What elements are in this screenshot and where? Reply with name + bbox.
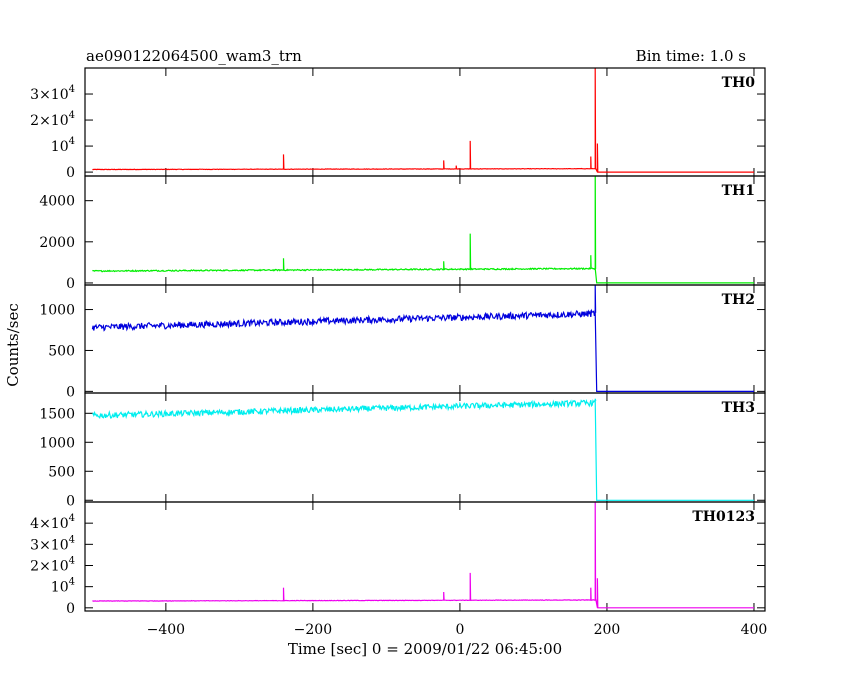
channel-label: TH3 — [722, 400, 755, 416]
y-tick-label: 1000 — [39, 435, 75, 451]
series-line-th3 — [91, 398, 754, 501]
y-tick-label: 0 — [66, 384, 75, 400]
series-line-th0123 — [92, 502, 754, 609]
y-tick-label: 104 — [51, 136, 75, 155]
chart-title: ae090122064500_wam3_trn — [86, 47, 302, 65]
panel-th1: 0 2000 4000 TH1 — [39, 175, 766, 292]
y-tick-label: 0 — [66, 276, 75, 292]
y-tick-label: 104 — [51, 577, 75, 596]
y-tick-label: 3×104 — [30, 534, 75, 553]
x-tick-label: 200 — [594, 622, 621, 638]
x-tick-label: −400 — [147, 622, 185, 638]
y-tick-label: 4×104 — [30, 513, 75, 532]
y-tick-label: 500 — [48, 343, 75, 359]
y-tick-label: 1500 — [39, 406, 75, 422]
panel-frame — [84, 67, 766, 177]
x-axis-label: Time [sec] 0 = 2009/01/22 06:45:00 — [288, 640, 562, 658]
panel-th2: 0 500 1000 TH2 — [39, 284, 766, 400]
y-tick-label: 4000 — [39, 194, 75, 210]
y-tick-label: 1000 — [39, 303, 75, 319]
channel-label: TH2 — [722, 292, 755, 308]
x-tick-label: −200 — [294, 622, 332, 638]
y-tick-label: 2000 — [39, 235, 75, 251]
series-line-th0 — [92, 68, 754, 173]
y-tick-label: 0 — [66, 165, 75, 181]
channel-label: TH0123 — [692, 509, 755, 525]
y-tick-label: 0 — [66, 493, 75, 509]
channel-label: TH0 — [722, 75, 756, 91]
channel-label: TH1 — [722, 183, 755, 199]
panel-frame — [84, 284, 766, 394]
series-line-th1 — [92, 176, 754, 284]
x-tick-label: 0 — [455, 622, 464, 638]
y-tick-label: 500 — [48, 464, 75, 480]
y-axis-label: Counts/sec — [4, 303, 22, 387]
bin-time-label: Bin time: 1.0 s — [636, 47, 746, 65]
y-tick-label: 2×104 — [30, 110, 75, 129]
panel-th0: 0 104 2×104 3×104 TH0 — [30, 67, 766, 181]
panel-frame — [84, 392, 766, 503]
x-tick-label: 400 — [741, 622, 768, 638]
y-tick-label: 3×104 — [30, 84, 75, 103]
y-tick-label: 2×104 — [30, 555, 75, 574]
y-tick-label: 0 — [66, 601, 75, 617]
panel-th3: 0 500 1000 1500 TH3 — [39, 392, 766, 509]
panel-th0123: −400 −200 0 200 400 0 104 2×104 3×104 4×104 TH0123 — [30, 501, 768, 638]
panel-frame — [84, 501, 766, 612]
series-line-th2 — [91, 285, 754, 392]
